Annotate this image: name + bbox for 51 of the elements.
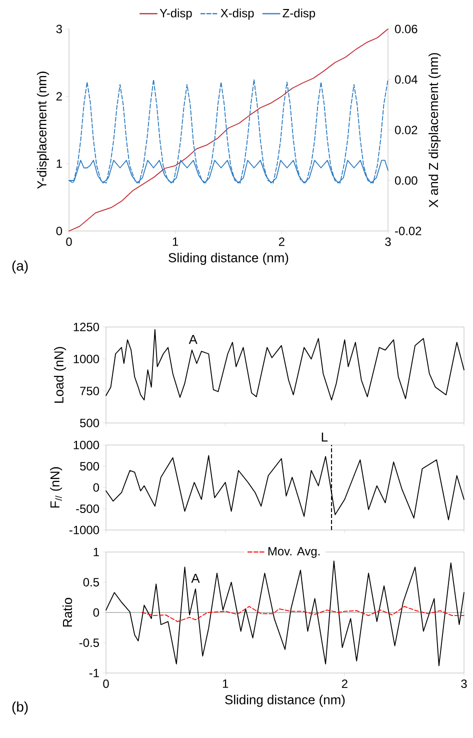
annotation: A — [191, 574, 200, 583]
y2-tick-label: 0.04 — [394, 75, 418, 84]
y-tick-label: -1000 — [69, 526, 100, 534]
y-axis-title: F$_{//}$ (nN) — [50, 467, 62, 508]
y-tick-label: 750 — [80, 386, 100, 396]
x-tick-label: 2 — [342, 680, 348, 688]
y2-axis-title: X and Z displacement (nm) — [428, 53, 441, 208]
y-tick-label: 500 — [80, 418, 100, 428]
line-series — [141, 606, 464, 622]
y2-tick-label: 0.06 — [394, 24, 418, 34]
ref-line-label: L — [322, 432, 328, 442]
line-series — [106, 560, 464, 666]
y-tick-label: 0 — [56, 226, 62, 236]
y-tick-label: 3 — [56, 24, 62, 34]
y-tick-label: 1 — [56, 160, 62, 168]
y-tick-label: -0.5 — [79, 638, 99, 647]
y-tick-label: 1 — [94, 548, 99, 556]
y-axis-title: Load (nN) — [54, 347, 66, 403]
text: (a) — [12, 260, 28, 274]
line-series — [68, 28, 388, 232]
x-tick-label: 1 — [222, 680, 228, 688]
y-tick-label: 0.5 — [83, 578, 99, 586]
y-tick-label: -1 — [89, 668, 99, 678]
y-tick-label: 0 — [93, 608, 100, 617]
legend-label: Y-disp — [160, 8, 192, 20]
y-tick-label: 1000 — [74, 440, 100, 450]
y2-tick-label: -0.02 — [395, 226, 422, 236]
y2-tick-label: 0.02 — [394, 126, 418, 134]
line-series — [106, 329, 464, 400]
x-axis-title: Sliding distance (nm) — [225, 694, 345, 707]
x-tick-label: 3 — [461, 680, 467, 688]
x-tick-label: 2 — [278, 238, 284, 246]
y-tick-label: -500 — [76, 504, 100, 513]
y-tick-label: 1250 — [74, 322, 100, 332]
y-tick-label: 1000 — [74, 354, 100, 364]
y-tick-label: 2 — [56, 92, 62, 100]
x-tick-label: 3 — [385, 238, 391, 246]
text: (b) — [12, 701, 28, 714]
y-tick-label: 500 — [80, 462, 100, 470]
x-tick-label: 0 — [66, 238, 72, 246]
x-axis-title: Sliding distance (nm) — [168, 252, 288, 265]
y-axis-title: Ratio — [62, 598, 72, 627]
y-tick-label: 0 — [93, 483, 100, 492]
x-tick-label: 0 — [103, 680, 109, 688]
y-axis-title: Y-displacement (nm) — [36, 72, 49, 189]
legend-label: Z-disp — [282, 8, 316, 20]
legend-label: Mov. Avg. — [268, 547, 320, 558]
x-tick-label: 1 — [172, 238, 178, 246]
annotation: A — [188, 334, 198, 344]
legend-label: X-disp — [220, 8, 254, 20]
y2-tick-label: 0.00 — [394, 176, 418, 185]
